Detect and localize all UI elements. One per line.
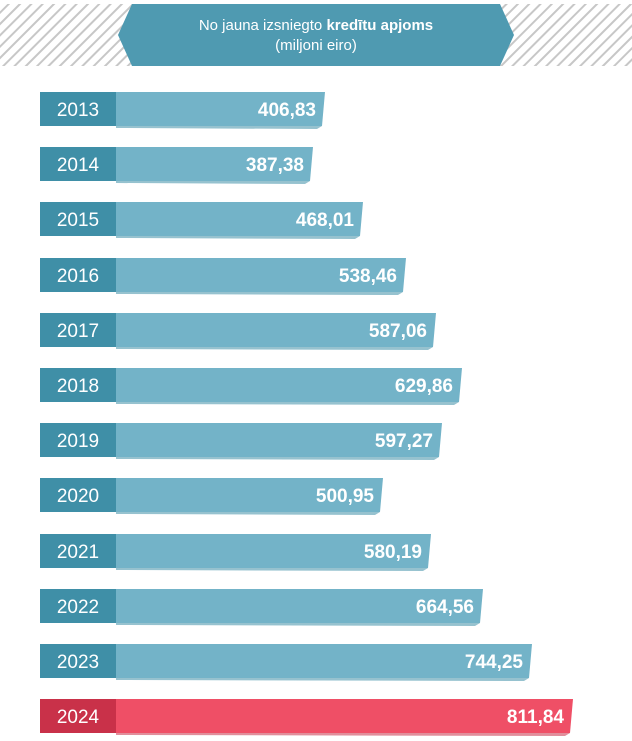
bar-group-2018: 2018 629,86 (40, 368, 462, 405)
bar-group-2014: 2014 387,38 (40, 147, 313, 184)
year-label-2021: 2021 (57, 542, 99, 563)
bar-group-2016: 2016 538,46 (40, 258, 406, 295)
bar-shadow-2019 (116, 457, 439, 460)
bar-group-2019: 2019 597,27 (40, 423, 442, 460)
title-prefix: No jauna izsniegto (198, 17, 327, 34)
year-label-2017: 2017 (57, 321, 99, 342)
year-box-2021 (40, 534, 116, 568)
bar-shadow-2023 (116, 678, 529, 681)
bar-group-2022: 2022 664,56 (40, 589, 483, 626)
year-label-2022: 2022 (57, 597, 99, 618)
bar-group-2017: 2017 587,06 (40, 313, 436, 350)
year-label-2018: 2018 (57, 376, 99, 397)
bar-shadow-2014 (116, 181, 310, 184)
bar-shadow-2017 (116, 347, 433, 350)
value-label-2014: 387,38 (246, 155, 304, 176)
hatch-left (0, 4, 132, 66)
year-label-2024: 2024 (57, 707, 100, 728)
year-label-2015: 2015 (57, 210, 99, 231)
year-label-2023: 2023 (57, 652, 99, 673)
bar-group-2021: 2021 580,19 (40, 534, 431, 571)
year-box-2015 (40, 202, 116, 236)
bar-2016 (40, 258, 406, 292)
chart-subtitle: (miljoni eiro) (275, 37, 357, 54)
year-label-2016: 2016 (57, 266, 99, 287)
year-box-2023 (40, 644, 116, 678)
chart-title: No jauna izsniegto kredītu apjoms (miljo… (120, 4, 512, 66)
bar-shadow-2021 (116, 568, 428, 571)
title-bold: kredītu apjoms (326, 17, 434, 34)
bar-group-2023: 2023 744,25 (40, 644, 532, 681)
year-box-2022 (40, 589, 116, 623)
bar-2022 (40, 589, 483, 623)
bar-2023 (40, 644, 532, 678)
bar-2017 (40, 313, 436, 347)
bar-group-2020: 2020 500,95 (40, 478, 383, 515)
year-label-2020: 2020 (57, 486, 99, 507)
bar-shadow-2020 (116, 512, 380, 515)
bar-2024 (40, 699, 573, 733)
bar-2018 (40, 368, 462, 402)
year-box-2020 (40, 478, 116, 512)
value-label-2015: 468,01 (296, 210, 355, 231)
bar-shadow-2018 (116, 402, 459, 405)
year-label-2014: 2014 (57, 155, 100, 176)
year-box-2019 (40, 423, 116, 457)
year-box-2018 (40, 368, 116, 402)
bar-2020 (40, 478, 383, 512)
bar-group-2024: 2024 811,84 (40, 699, 573, 736)
bar-shadow-2015 (116, 236, 360, 239)
bar-shadow-2022 (116, 623, 480, 626)
year-box-2013 (40, 92, 116, 126)
bar-shadow-2013 (116, 126, 322, 129)
bar-2021 (40, 534, 431, 568)
value-label-2024: 811,84 (507, 707, 564, 728)
title-ribbon (118, 4, 514, 66)
value-label-2020: 500,95 (316, 486, 375, 507)
value-label-2023: 744,25 (465, 652, 524, 673)
bar-2015 (40, 202, 363, 236)
bar-group-2015: 2015 468,01 (40, 202, 363, 239)
hatch-right (500, 4, 632, 66)
year-label-2013: 2013 (57, 100, 99, 121)
year-box-2017 (40, 313, 116, 347)
header-band (0, 4, 632, 66)
year-box-2024 (40, 699, 116, 733)
year-box-2016 (40, 258, 116, 292)
value-label-2018: 629,86 (395, 376, 453, 397)
bar-group-2013: 2013 406,83 (40, 92, 325, 129)
value-label-2022: 664,56 (416, 597, 474, 618)
value-label-2019: 597,27 (375, 431, 433, 452)
value-label-2013: 406,83 (258, 100, 316, 121)
year-box-2014 (40, 147, 116, 181)
value-label-2021: 580,19 (364, 542, 422, 563)
value-label-2016: 538,46 (339, 266, 397, 287)
value-label-2017: 587,06 (369, 321, 427, 342)
bar-shadow-2024 (116, 733, 570, 736)
bar-2019 (40, 423, 442, 457)
bar-shadow-2016 (116, 292, 403, 295)
year-label-2019: 2019 (57, 431, 99, 452)
